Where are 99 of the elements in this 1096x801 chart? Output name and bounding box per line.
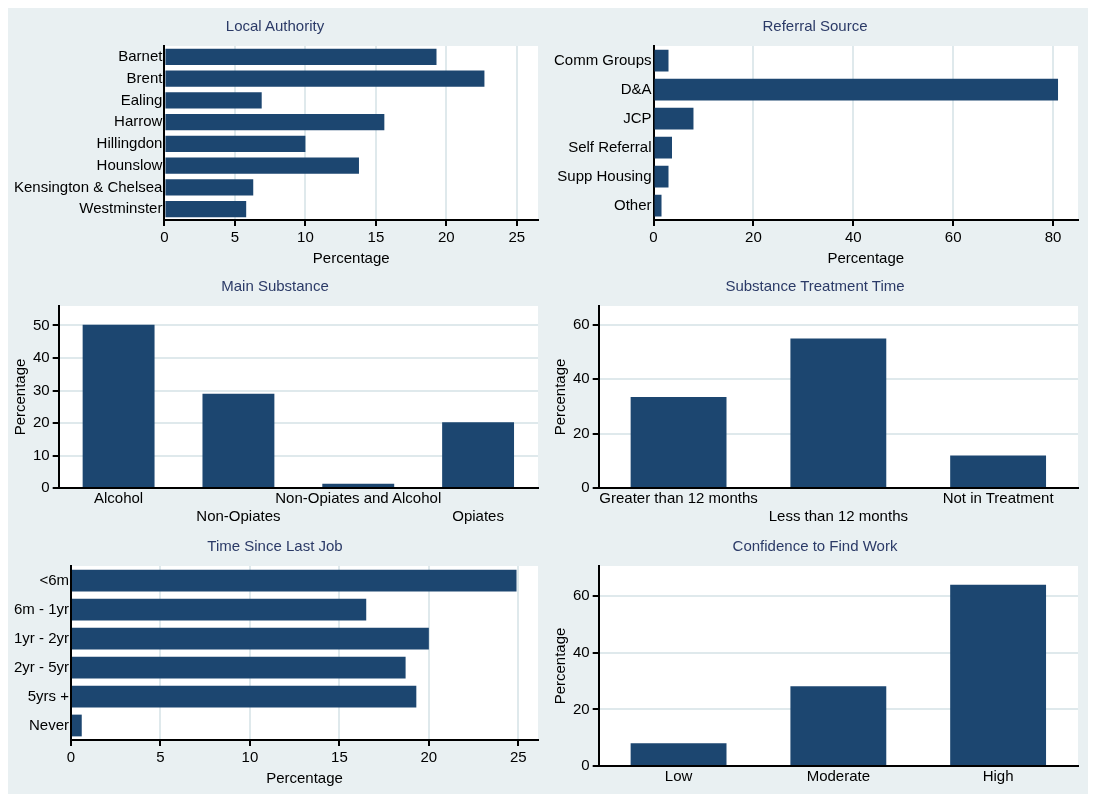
y-tick-label: Self Referral (568, 137, 652, 155)
y-tick-label: 60 (573, 586, 590, 604)
chart-title: Referral Source (762, 17, 868, 35)
y-tick-label: Kensington & Chelsea (14, 177, 164, 195)
x-tick-label: Less than 12 months (768, 507, 908, 525)
x-tick-label: Non-Opiates (196, 507, 281, 525)
x-tick-label: 20 (745, 228, 762, 246)
x-tick-label: Alcohol (94, 489, 144, 507)
y-tick-label: Brent (126, 68, 164, 86)
x-tick-label: 10 (297, 228, 314, 246)
y-tick-label: 5yrs + (27, 686, 70, 704)
x-axis-title: Percentage (266, 769, 343, 787)
x-tick-label: 20 (420, 748, 438, 766)
y-tick-label: 40 (33, 348, 50, 366)
bar (165, 157, 359, 174)
bar (654, 107, 694, 130)
chart-title: Confidence to Find Work (732, 537, 898, 555)
x-tick-label: 5 (156, 748, 165, 766)
bar (72, 656, 406, 679)
y-tick-label: 2yr - 5yr (13, 657, 69, 675)
x-tick-label: 20 (438, 228, 455, 246)
y-tick-label: D&A (620, 79, 652, 97)
x-tick-label: Greater than 12 months (599, 489, 758, 507)
x-axis-title: Percentage (312, 249, 390, 267)
bar (165, 48, 437, 66)
y-tick-label: Harrow (114, 112, 163, 130)
bar (72, 569, 517, 592)
x-tick-label: 5 (230, 228, 240, 246)
bar (165, 135, 306, 153)
y-tick-label: 0 (41, 478, 50, 496)
x-tick-label: 25 (509, 748, 527, 766)
x-tick-label: 40 (844, 228, 862, 246)
y-tick-label: <6m (39, 570, 69, 588)
y-tick-label: Hounslow (96, 155, 163, 173)
y-tick-label: Other (614, 195, 652, 213)
y-tick-label: Ealing (120, 90, 163, 108)
y-tick-label: 50 (33, 315, 50, 333)
bar (790, 338, 887, 487)
y-axis-title: Percentage (11, 358, 29, 436)
y-tick-label: 30 (33, 380, 50, 398)
y-tick-label: 0 (581, 478, 590, 496)
bar (72, 598, 367, 621)
y-axis-title: Percentage (551, 358, 569, 436)
x-tick-label: Opiates (452, 507, 504, 525)
bar (442, 422, 515, 487)
y-tick-label: JCP (623, 108, 652, 126)
x-tick-label: High (982, 767, 1014, 785)
bar (165, 179, 254, 196)
y-tick-label: 10 (33, 445, 50, 463)
y-tick-label: 40 (573, 642, 590, 660)
bar (654, 136, 672, 159)
y-tick-label: 20 (33, 413, 50, 431)
y-tick-label: 60 (573, 315, 590, 333)
y-tick-label: Hillingdon (96, 134, 163, 152)
y-axis-title: Percentage (551, 627, 569, 705)
chart-title: Substance Treatment Time (725, 277, 905, 295)
y-tick-label: 1yr - 2yr (13, 628, 69, 646)
x-tick-label: 80 (1044, 228, 1062, 246)
bar (165, 113, 385, 131)
bar (165, 70, 485, 87)
bar (654, 49, 669, 72)
bar (950, 455, 1047, 487)
bar (654, 194, 662, 217)
bar (72, 714, 82, 737)
bar (165, 92, 262, 109)
x-tick-label: 25 (508, 228, 526, 246)
bar (790, 686, 887, 765)
x-tick-label: Not in Treatment (942, 489, 1055, 507)
y-tick-label: 20 (573, 699, 590, 717)
bar (630, 743, 727, 765)
y-tick-label: Never (28, 715, 70, 733)
y-tick-label: Supp Housing (557, 166, 652, 184)
bar (82, 324, 155, 487)
x-tick-label: 60 (944, 228, 962, 246)
x-tick-label: 15 (367, 228, 385, 246)
y-tick-label: 40 (573, 369, 590, 387)
bar (654, 78, 1059, 101)
chart-title: Local Authority (225, 17, 325, 35)
bar (950, 584, 1047, 765)
bar (630, 397, 727, 487)
bar (72, 685, 417, 708)
bar (322, 483, 395, 487)
x-tick-label: Moderate (806, 767, 871, 785)
y-tick-label: 20 (573, 423, 590, 441)
x-tick-label: 10 (241, 748, 259, 766)
bar (72, 627, 429, 650)
y-tick-label: Comm Groups (553, 50, 652, 68)
y-tick-label: Westminster (79, 199, 163, 217)
x-tick-label: 15 (331, 748, 348, 766)
bar (165, 200, 247, 218)
bar (654, 165, 669, 188)
x-axis-title: Percentage (827, 249, 905, 267)
bar (202, 393, 275, 487)
y-tick-label: 6m - 1yr (13, 599, 69, 617)
chart-title: Time Since Last Job (207, 537, 343, 555)
chart-title: Main Substance (221, 277, 329, 295)
x-tick-label: Non-Opiates and Alcohol (275, 489, 442, 507)
x-tick-label: Low (664, 767, 693, 785)
y-tick-label: Barnet (118, 47, 164, 65)
